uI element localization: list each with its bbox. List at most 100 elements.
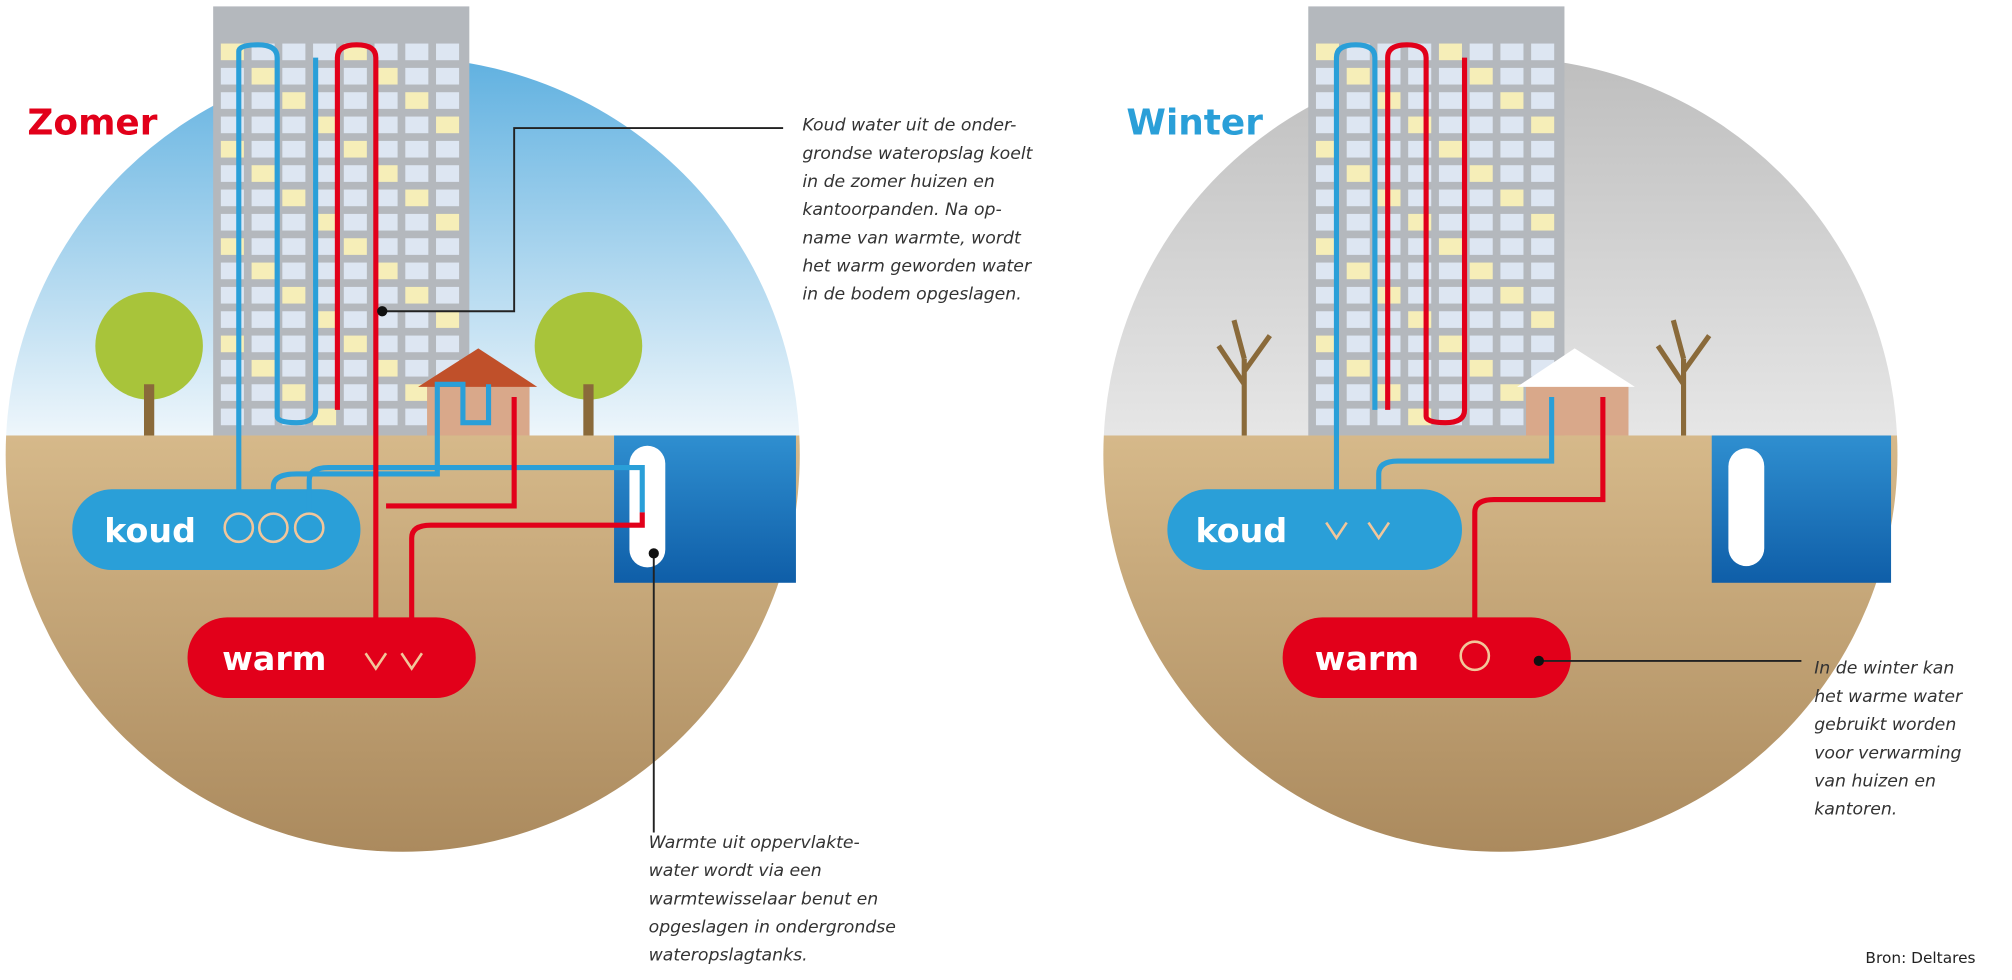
window: [251, 116, 275, 134]
window: [282, 311, 306, 328]
tree: [1216, 319, 1272, 436]
window: [1346, 359, 1370, 377]
window: [282, 262, 306, 280]
window: [282, 189, 306, 207]
window: [313, 116, 337, 134]
window: [1315, 359, 1340, 377]
window: [1438, 213, 1462, 231]
window: [1500, 213, 1524, 231]
window: [1500, 43, 1524, 61]
window: [1346, 67, 1370, 85]
window: [251, 359, 275, 377]
window: [313, 286, 337, 304]
window: [436, 92, 460, 109]
summer-panel: Zomer koud warm: [5, 6, 800, 852]
window: [436, 311, 460, 328]
annotation-line: voor verwarming: [1814, 743, 1961, 763]
pipes: [1333, 42, 1606, 641]
window: [1346, 92, 1370, 109]
window: [405, 408, 429, 426]
window: [1500, 335, 1524, 353]
window: [313, 165, 337, 182]
window: [374, 262, 398, 280]
window: [1469, 67, 1493, 85]
window: [1438, 238, 1462, 255]
cold-store: [1167, 489, 1462, 570]
window: [1531, 286, 1555, 304]
window: [1500, 140, 1524, 158]
cold-store: [72, 489, 361, 570]
window: [405, 116, 429, 134]
annotation: In de winter kan het warme water gebruikt …: [1814, 659, 1963, 820]
house: [1526, 384, 1629, 436]
window: [313, 43, 337, 61]
annotation-line: Koud water uit de onder-: [802, 116, 1016, 136]
window: [251, 140, 275, 158]
window: [251, 238, 275, 255]
annotation-line: van huizen en: [1814, 771, 1936, 791]
window: [1346, 238, 1370, 255]
window: [405, 359, 429, 377]
window: [282, 67, 306, 85]
window: [1438, 92, 1462, 109]
winter-panel: Winter koud warm: [1103, 6, 1898, 852]
window: [1346, 140, 1370, 158]
window: [282, 116, 306, 134]
window: [251, 384, 275, 401]
window: [436, 43, 460, 61]
window: [251, 335, 275, 353]
window: [374, 408, 398, 426]
window: [282, 286, 306, 304]
window: [405, 335, 429, 353]
annotation: Koud water uit de onder-grondse waterops…: [802, 116, 1033, 305]
window: [405, 238, 429, 255]
window: [405, 262, 429, 280]
window: [1438, 116, 1462, 134]
window: [374, 165, 398, 182]
window: [436, 67, 460, 85]
window: [405, 140, 429, 158]
window: [1469, 140, 1493, 158]
window: [1469, 286, 1493, 304]
window: [313, 262, 337, 280]
window: [405, 311, 429, 328]
annotation: Warmte uit oppervlakte-water wordt via e…: [649, 833, 896, 966]
annotation-line: het warme water: [1814, 687, 1963, 707]
window: [436, 189, 460, 207]
window: [374, 335, 398, 353]
window: [405, 165, 429, 182]
annotation-line: grondse wateropslag koelt: [802, 144, 1033, 164]
window: [251, 408, 275, 426]
pipes: [236, 42, 645, 654]
window: [313, 359, 337, 377]
window: [1500, 408, 1524, 426]
window: [1438, 43, 1462, 61]
window: [1531, 116, 1555, 134]
window: [1531, 92, 1555, 109]
annotation-line: in de zomer huizen en: [802, 172, 995, 192]
window: [313, 213, 337, 231]
window: [282, 92, 306, 109]
window: [343, 213, 367, 231]
window: [313, 67, 337, 85]
annotation-line: warmtewisselaar benut en: [649, 889, 879, 909]
window: [374, 92, 398, 109]
window: [1315, 335, 1340, 353]
window: [1500, 359, 1524, 377]
cold-label: koud: [104, 511, 196, 550]
window: [1346, 311, 1370, 328]
window: [1315, 67, 1340, 85]
window: [282, 238, 306, 255]
window: [1346, 165, 1370, 182]
tree: [1655, 319, 1712, 436]
window: [343, 311, 367, 328]
window: [436, 116, 460, 134]
window: [1469, 238, 1493, 255]
window: [1500, 238, 1524, 255]
leader-lines: [382, 127, 1802, 833]
window: [1531, 189, 1555, 207]
window: [343, 165, 367, 182]
window: [313, 189, 337, 207]
window: [313, 311, 337, 328]
window: [313, 238, 337, 255]
